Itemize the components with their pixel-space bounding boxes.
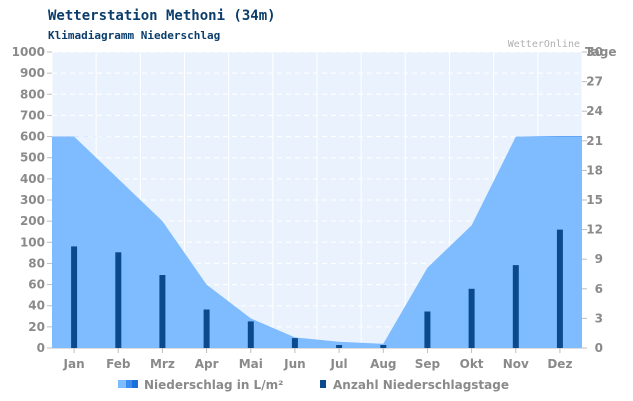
left-tick-label: 700 (20, 108, 45, 122)
left-tick-label: 0 (37, 341, 45, 355)
right-tick-label: 12 (586, 223, 603, 237)
legend-area-swatch-mid (126, 380, 132, 388)
rain-days-bar (159, 275, 166, 348)
left-tick-label: 400 (20, 172, 45, 186)
rain-days-bar (336, 345, 343, 348)
x-tick-label: Aug (370, 357, 396, 371)
left-tick-label: 1000 (12, 45, 45, 59)
left-tick-label: 40 (28, 299, 45, 313)
rain-days-bar (247, 321, 254, 348)
left-tick-label: 600 (20, 130, 45, 144)
left-tick-label: 60 (28, 278, 45, 292)
right-tick-label: 18 (586, 163, 603, 177)
chart-subtitle: Klimadiagramm Niederschlag (48, 29, 221, 42)
legend-rain-days-label: Anzahl Niederschlagstage (333, 378, 509, 392)
rain-days-bar (556, 229, 563, 348)
right-axis-title: Tage (585, 45, 616, 59)
left-tick-label: 80 (28, 256, 45, 270)
watermark: WetterOnline (508, 39, 580, 50)
rain-days-bars (71, 229, 563, 348)
precipitation-area (52, 136, 582, 348)
legend-bar-swatch (320, 380, 326, 388)
legend-area-swatch-dark (132, 380, 138, 388)
legend: Niederschlag in L/m² Anzahl Niederschlag… (118, 378, 509, 392)
right-tick-label: 0 (595, 341, 603, 355)
right-tick-label: 27 (586, 75, 603, 89)
x-tick-label: Mai (239, 357, 263, 371)
x-tick-label: Sep (415, 357, 441, 371)
left-tick-label: 20 (28, 320, 45, 334)
precipitation-area-fill (52, 136, 582, 348)
left-tick-label: 800 (20, 87, 45, 101)
right-tick-label: 21 (586, 134, 603, 148)
x-tick-label: Jan (63, 357, 85, 371)
left-tick-label: 500 (20, 151, 45, 165)
x-tick-label: Jul (330, 357, 348, 371)
x-tick-label: Nov (503, 357, 529, 371)
chart-title: Wetterstation Methoni (34m) (48, 8, 276, 24)
rain-days-bar (424, 311, 431, 348)
legend-area-swatch-light (118, 380, 126, 388)
left-tick-label: 200 (20, 214, 45, 228)
rain-days-bar (291, 338, 298, 348)
right-tick-label: 6 (595, 282, 603, 296)
x-tick-label: Mrz (150, 357, 175, 371)
legend-precipitation-label: Niederschlag in L/m² (144, 378, 283, 392)
rain-days-bar (115, 252, 122, 348)
x-tick-label: Feb (106, 357, 131, 371)
right-tick-label: 15 (586, 193, 603, 207)
left-tick-label: 900 (20, 66, 45, 80)
left-tick-label: 300 (20, 193, 45, 207)
rain-days-bar (71, 246, 78, 348)
rain-days-bar (380, 345, 387, 348)
right-tick-label: 3 (595, 311, 603, 325)
rain-days-bar (468, 288, 475, 348)
rain-days-bar (203, 309, 210, 348)
x-axis-ticks: Jan Feb Mrz Apr Mai Jun Jul Aug Sep Okt Nov Dez (63, 348, 572, 371)
x-tick-label: Dez (547, 357, 572, 371)
left-tick-label: 100 (20, 235, 45, 249)
right-tick-label: 24 (586, 104, 603, 118)
precipitation-area-upper (52, 136, 582, 137)
x-tick-label: Jun (283, 357, 306, 371)
rain-days-bar (512, 265, 519, 348)
right-tick-label: 9 (595, 252, 603, 266)
x-tick-label: Apr (195, 357, 219, 371)
x-tick-label: Okt (460, 357, 484, 371)
right-tick-label: 30 (586, 45, 603, 59)
